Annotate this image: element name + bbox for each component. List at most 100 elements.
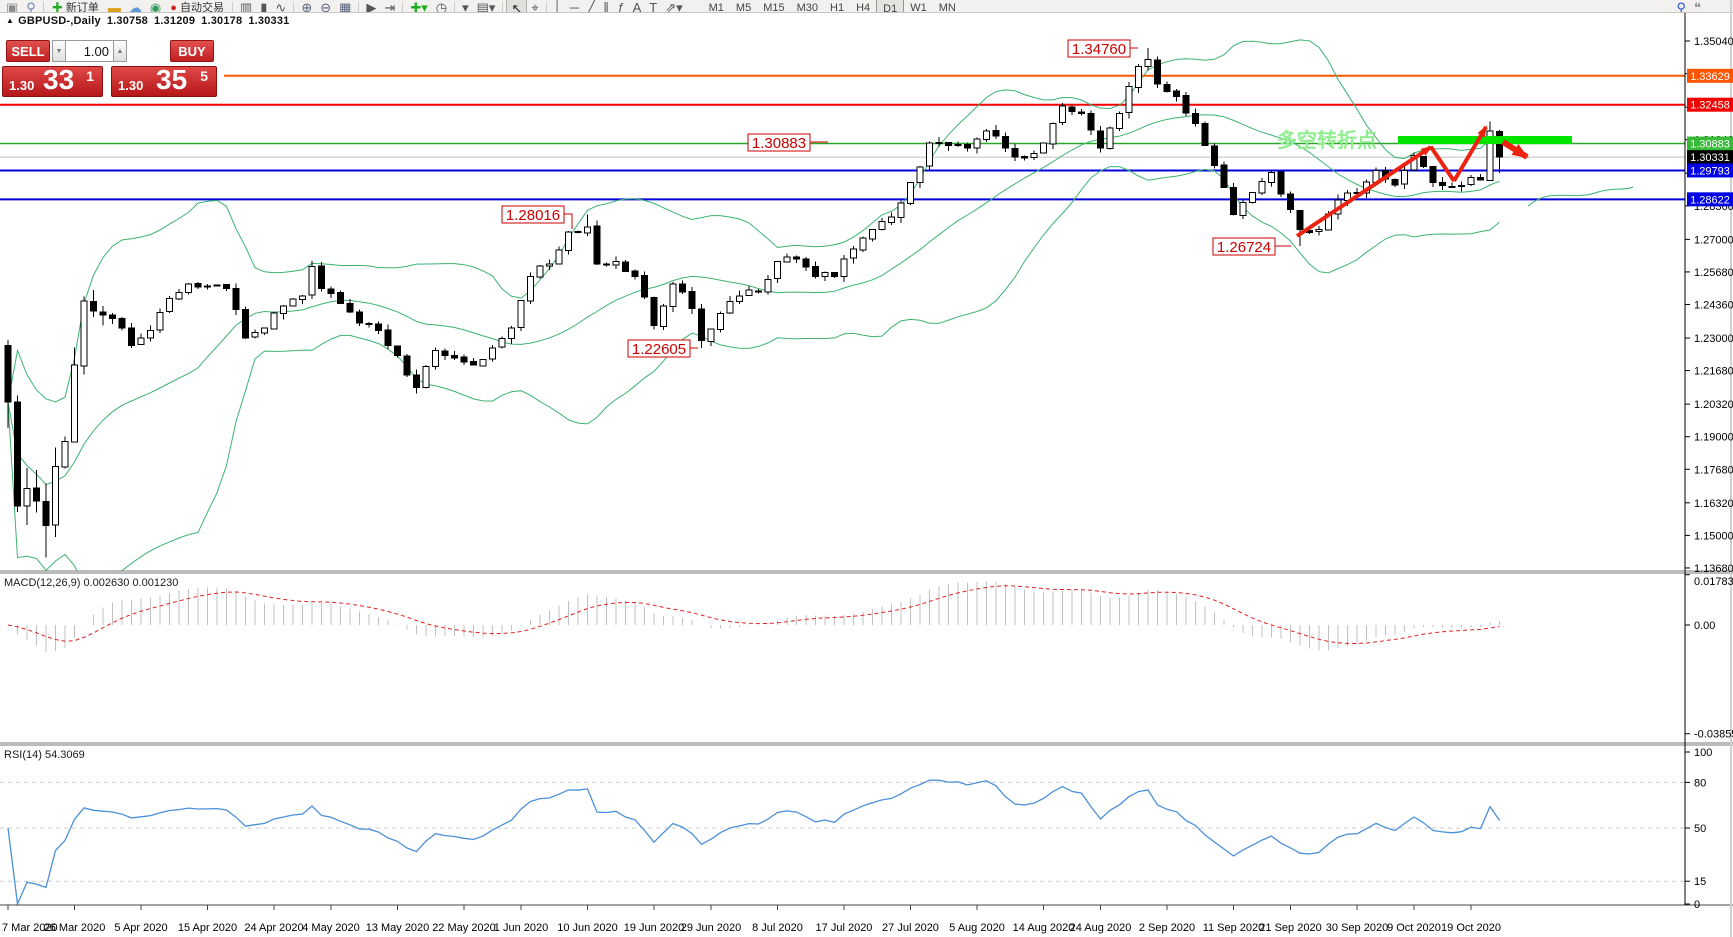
template-caret-icon[interactable]: ▾ [462,0,469,13]
candle-body [175,292,183,300]
trend-arrow-4[interactable] [1501,139,1529,160]
search-icon[interactable]: ⚲ [1676,0,1686,13]
date-label: 4 May 2020 [302,922,359,934]
buy-price-prefix: 1.30 [118,78,144,93]
candle-body [1220,164,1228,189]
timeframe-m30[interactable]: M30 [796,2,818,13]
chart-window-icon[interactable]: ▣ [6,0,19,13]
axis-tick-label: 1.13680 [1694,563,1733,575]
timeframe-m5[interactable]: M5 [735,2,752,13]
price-axis[interactable]: 1.350401.337201.323601.310401.296801.283… [1685,36,1733,911]
candle-body [14,401,21,507]
rsi-axis-label: 15 [1694,876,1706,888]
line-chart-icon[interactable]: ∿ [275,0,287,13]
period-clock-icon[interactable]: ◷ [435,0,448,13]
candle-body [888,216,895,223]
candle-body [489,347,496,360]
add-indicator-icon[interactable]: ✚▾ [410,0,428,13]
price-line-box-label: 1.28622 [1690,194,1730,206]
candle-body [508,327,515,339]
candle-body [1163,84,1171,93]
callout-box [1067,39,1131,58]
candle-body [584,226,591,234]
candle-body [1486,130,1494,181]
toolbar-separator [358,2,360,12]
candle-body [432,349,439,368]
candle-body [622,261,629,272]
buy-price-panel[interactable]: 1.30 35 5 [111,64,217,97]
candle-body [470,361,477,366]
text-tool-icon[interactable]: A [632,0,642,13]
candle-body [498,337,506,348]
macd-axis-label: -0.038559 [1694,729,1733,741]
cloud-icon[interactable]: ☁ [128,0,142,13]
volume-increase-button[interactable]: ▲ [113,40,127,62]
trend-arrow-2[interactable] [1429,145,1456,183]
horizontal-line-tool-icon[interactable]: ─ [569,0,580,13]
timeframe-d1[interactable]: D1 [876,0,905,12]
candle-body [726,301,734,314]
date-label: 21 Sep 2020 [1259,922,1321,934]
candle-body [821,271,829,277]
price-callout-1.26724[interactable]: 1.26724 [1212,237,1291,256]
label-tool-icon[interactable]: T [649,0,658,13]
candle-body [869,228,876,240]
timeframe-mn[interactable]: MN [938,2,956,13]
collapse-panel-icon[interactable]: ▲ [6,16,15,25]
channel-tool-icon[interactable]: ∥ [602,0,610,13]
sell-price-panel[interactable]: 1.30 33 1 [2,64,103,97]
price-callout-1.34760[interactable]: 1.34760 [1067,39,1138,58]
chart-template-icon[interactable]: ▤▾ [476,0,496,13]
trend-arrow-line [1295,145,1433,238]
price-callout-1.22605[interactable]: 1.22605 [627,339,698,358]
candle-body [916,166,924,184]
autotrade-button[interactable]: ● 自动交易 [170,2,224,13]
zoom-chart-icon[interactable]: ⚲ [26,0,36,13]
gold-icon[interactable]: ▬ [107,0,121,13]
sell-button[interactable]: SELL [6,40,50,62]
candle-body [375,323,382,332]
candle-body [1277,171,1285,195]
chat-icon[interactable]: ❝ [1694,0,1701,13]
timeframe-h1[interactable]: H1 [830,2,845,13]
signal-icon[interactable]: ◉ [149,0,162,13]
price-callout-1.28016[interactable]: 1.28016 [501,205,573,229]
candle-body [527,275,534,302]
pivot-annotation-text[interactable]: 多空转折点 [1277,128,1377,152]
volume-input[interactable] [66,40,113,62]
candle-body [204,285,211,288]
new-order-button[interactable]: ✚ 新订单 [51,2,99,13]
candle-body [365,323,373,326]
auto-scroll-icon[interactable]: ▶ [366,0,377,13]
timeframe-w1[interactable]: W1 [910,2,927,13]
tile-windows-icon[interactable]: ▦ [339,0,352,13]
candle-body [954,144,962,147]
toolbar: ▣ ⚲ ✚ 新订单 ▬ ☁ ◉ ● 自动交易 ▥ ▮ ∿ ⊕ ⊖ ▦ ▶ ⇥ ✚▾ ◷ ▾ ▤▾ ↖ ⌖ │ ─ ╱ ∥ ƒ A T ⇗… [0,0,1733,13]
candle-body [926,142,933,167]
arrows-tool-icon[interactable]: ⇗▾ [665,0,683,13]
zoom-in-icon[interactable]: ⊕ [301,0,313,13]
price-callout-1.30883[interactable]: 1.30883 [747,133,828,152]
timeframe-m1[interactable]: M1 [708,2,724,13]
vertical-line-tool-icon[interactable]: │ [553,0,562,13]
zoom-out-icon[interactable]: ⊖ [320,0,332,13]
trend-arrow-3[interactable] [1452,125,1488,183]
fibonacci-tool-icon[interactable]: ƒ [617,0,625,13]
timeframe-m15[interactable]: M15 [763,2,785,13]
volume-decrease-button[interactable]: ▼ [52,40,66,62]
bar-chart-icon[interactable]: ▥ [239,0,253,13]
axis-tick-label: 1.21680 [1694,366,1733,378]
candle-body [289,298,297,307]
candlestick-chart-icon[interactable]: ▮ [260,0,268,13]
trendline-tool-icon[interactable]: ╱ [587,0,595,13]
chart-shift-icon[interactable]: ⇥ [384,0,396,13]
pivot-green-bar[interactable] [1398,136,1572,144]
crosshair-tool-icon[interactable]: ⌖ [531,0,539,13]
cursor-tool-icon[interactable]: ↖ [506,0,528,12]
buy-button[interactable]: BUY [170,40,214,62]
candle-body [935,141,943,144]
timeframe-h4[interactable]: H4 [856,2,871,13]
